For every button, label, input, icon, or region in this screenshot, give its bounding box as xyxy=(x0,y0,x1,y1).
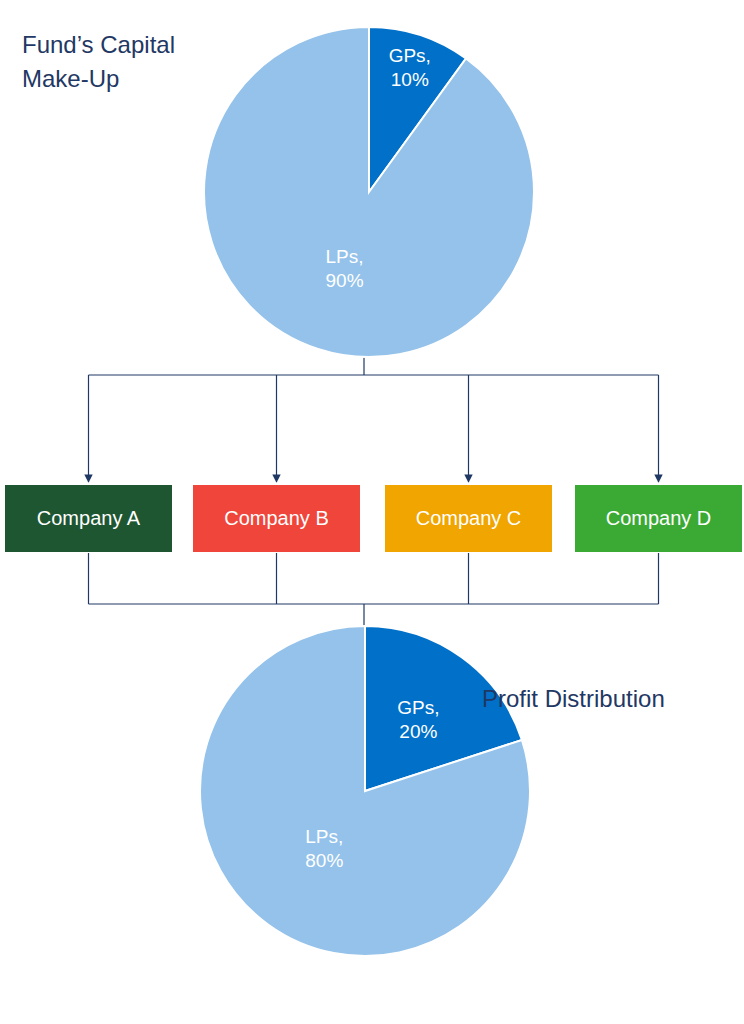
svg-text:LPs,80%: LPs,80% xyxy=(305,826,343,871)
html-text:Fund’s Capital Make-Up: Fund’s Capital Make-Up xyxy=(22,31,175,92)
html-text:Company B: Company B xyxy=(224,507,329,529)
svg-text:GPs,10%: GPs,10% xyxy=(389,45,431,90)
svg-text:GPs,20%: GPs,20% xyxy=(397,697,439,742)
html-text:Profit Distribution: Profit Distribution xyxy=(482,685,665,712)
svg-text:LPs,90%: LPs,90% xyxy=(326,246,364,291)
html-text:Company A: Company A xyxy=(36,507,141,529)
html-text:Company D: Company D xyxy=(605,507,712,529)
html-text:Company C: Company C xyxy=(415,507,522,529)
